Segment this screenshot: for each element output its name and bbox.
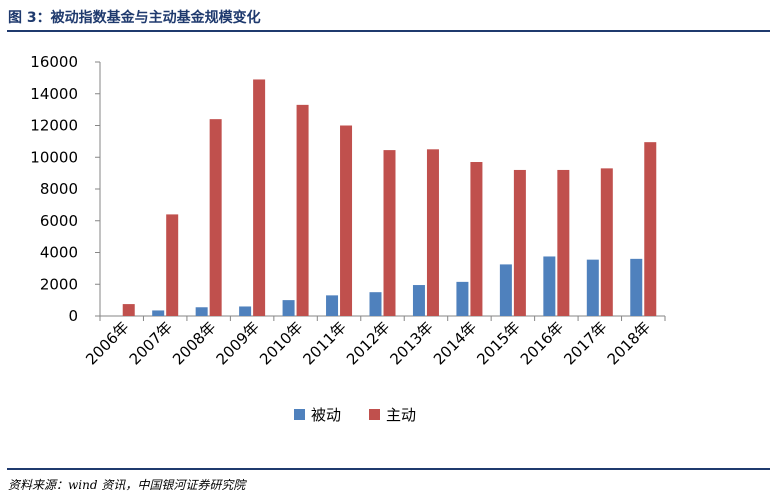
- bar-passive: [586, 259, 599, 316]
- bar-passive: [282, 300, 295, 316]
- x-tick-label: 2006年: [82, 318, 132, 368]
- bar-active: [644, 142, 657, 316]
- bar-active: [383, 150, 396, 316]
- bar-passive: [630, 258, 643, 316]
- bar-passive: [543, 256, 556, 316]
- y-tick-label: 8000: [40, 180, 78, 198]
- x-tick-label: 2017年: [560, 318, 610, 368]
- bar-passive: [499, 264, 512, 316]
- bar-passive: [326, 295, 339, 316]
- x-tick-label: 2010年: [256, 318, 306, 368]
- title-divider: [7, 30, 770, 32]
- bar-active: [209, 119, 222, 317]
- x-tick-label: 2012年: [343, 318, 393, 368]
- bar-passive: [152, 310, 165, 316]
- bar-active: [122, 304, 135, 316]
- x-axis: 2006年2007年2008年2009年2010年2011年2012年2013年…: [82, 315, 666, 368]
- bars: [122, 79, 657, 317]
- legend-swatch-passive: [294, 409, 305, 420]
- y-tick-label: 10000: [30, 148, 78, 166]
- legend-item-passive: 被动: [294, 404, 341, 425]
- bar-active: [426, 149, 439, 316]
- legend-label-active: 主动: [386, 406, 417, 424]
- x-tick-label: 2014年: [430, 318, 480, 368]
- bar-active: [340, 125, 353, 316]
- x-tick-label: 2011年: [300, 318, 350, 368]
- y-tick-label: 16000: [30, 53, 78, 71]
- legend-label-passive: 被动: [311, 406, 342, 424]
- figure-title: 图 3：被动指数基金与主动基金规模变化: [8, 10, 261, 26]
- legend: 被动 主动: [294, 404, 416, 425]
- bar-active: [557, 169, 570, 316]
- y-tick-label: 2000: [40, 275, 78, 293]
- bar-active: [253, 79, 266, 317]
- bar-passive: [412, 285, 425, 316]
- bar-passive: [456, 281, 469, 316]
- legend-item-active: 主动: [369, 404, 416, 425]
- legend-swatch-active: [369, 409, 381, 420]
- bar-active: [513, 169, 526, 316]
- bar-active: [470, 162, 483, 316]
- bar-passive: [195, 307, 208, 316]
- bar-active: [600, 168, 613, 316]
- source-divider: [7, 468, 770, 470]
- y-tick-label: 12000: [30, 117, 78, 135]
- bar-passive: [369, 292, 382, 316]
- y-tick-label: 4000: [40, 244, 78, 262]
- bar-passive: [239, 306, 252, 316]
- y-tick-label: 6000: [40, 212, 78, 230]
- y-tick-label: 0: [68, 307, 78, 325]
- x-tick-label: 2015年: [473, 318, 523, 368]
- x-tick-label: 2007年: [126, 318, 176, 368]
- x-tick-label: 2016年: [517, 318, 567, 368]
- source-note: 资料来源：wind 资讯，中国银河证券研究院: [8, 478, 246, 492]
- x-tick-label: 2018年: [604, 318, 654, 368]
- bar-active: [296, 104, 309, 316]
- x-tick-label: 2008年: [169, 318, 219, 368]
- x-tick-label: 2013年: [386, 318, 436, 368]
- y-tick-label: 14000: [30, 85, 78, 103]
- y-axis: 0 2000 4000 6000 8000 10000 12000 14000 16000: [30, 53, 101, 325]
- bar-active: [166, 214, 179, 316]
- x-tick-label: 2009年: [213, 318, 263, 368]
- bar-chart: 0 2000 4000 6000 8000 10000 12000 14000 16000 20…: [30, 53, 666, 368]
